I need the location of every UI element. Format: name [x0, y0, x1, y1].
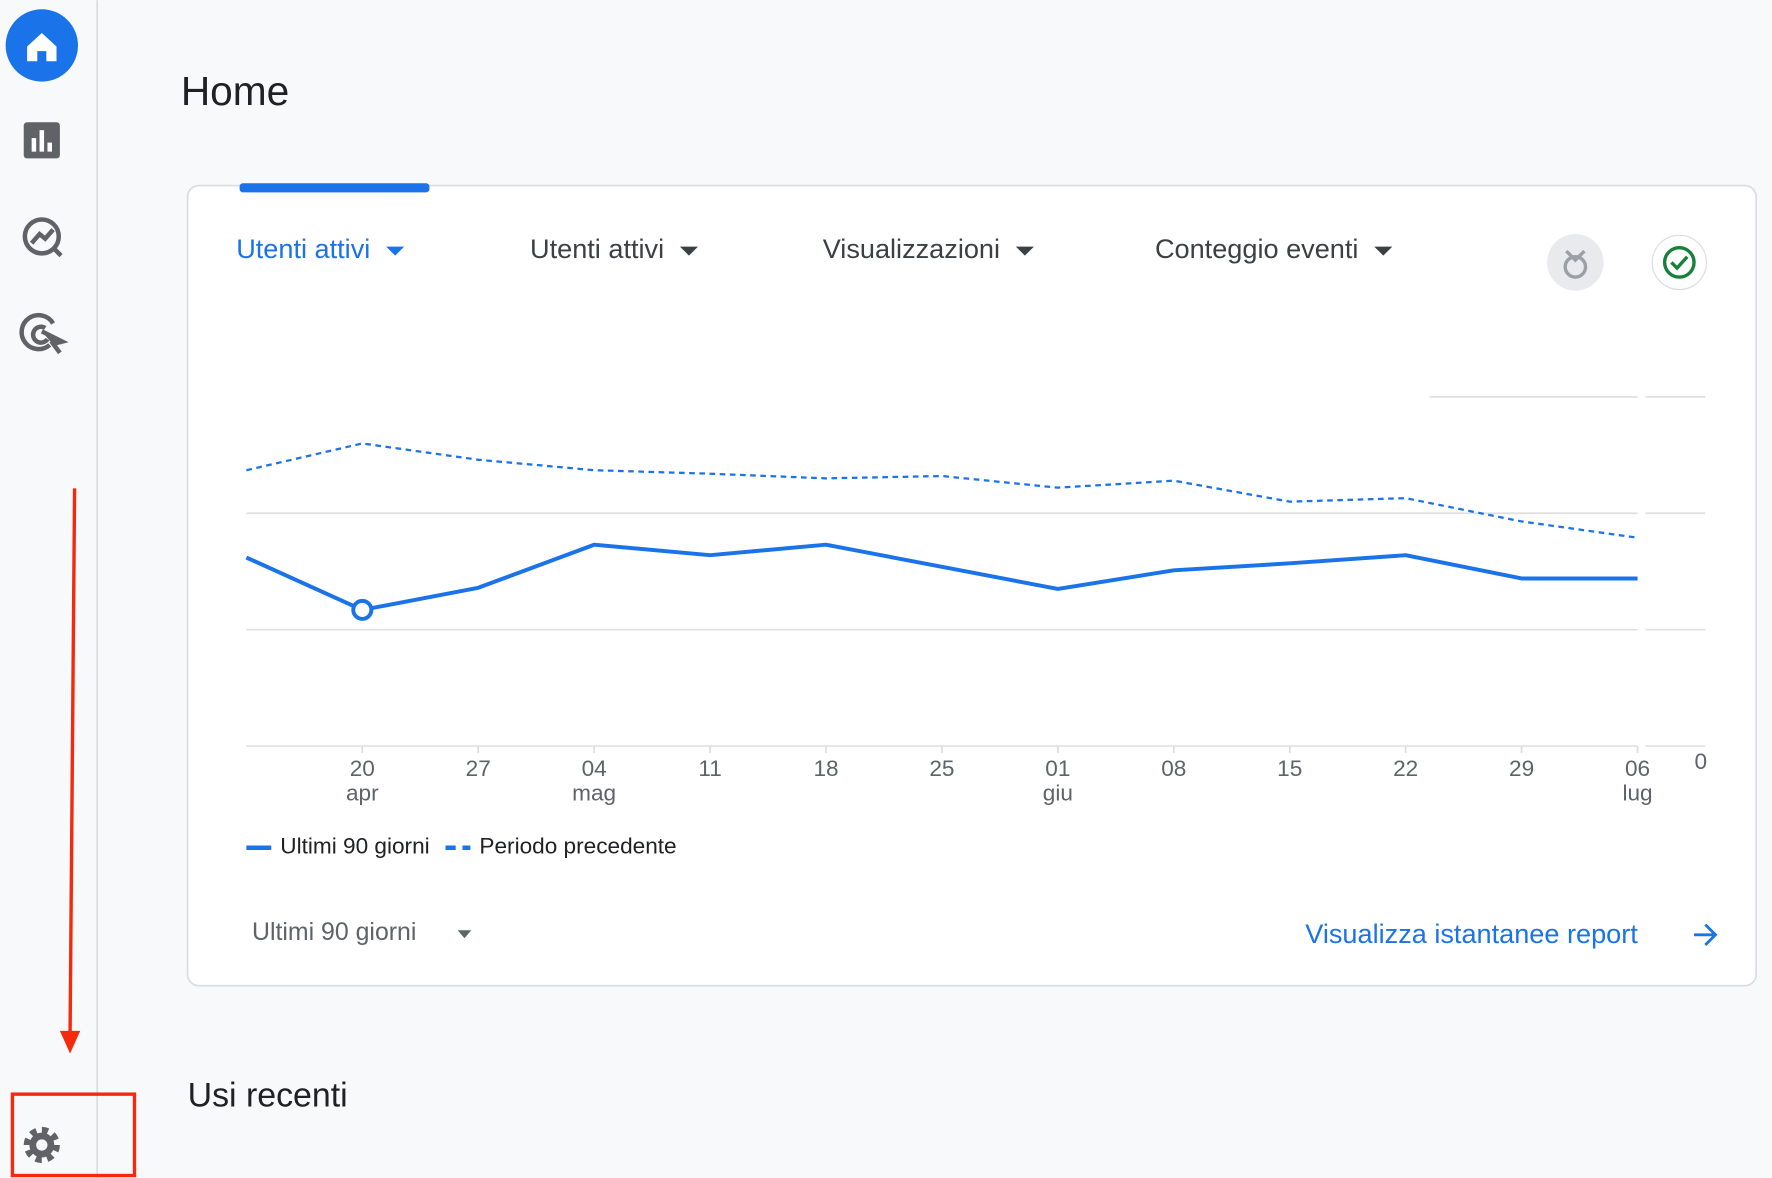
tab-caret [1015, 246, 1034, 256]
tab-caret [679, 246, 699, 256]
nav-advertising[interactable] [19, 312, 69, 355]
dropdown-caret [457, 930, 472, 939]
metric-tab[interactable]: Visualizzazioni [823, 233, 1000, 264]
x-tick-label: 06 lug [1622, 756, 1652, 806]
series-line [245, 542, 1638, 612]
tab-caret [1374, 246, 1393, 256]
x-tick-label: 20 apr [346, 756, 379, 806]
nav-explore[interactable] [22, 217, 63, 258]
series-line [246, 442, 1638, 539]
metric-tab[interactable]: Conteggio eventi [1155, 233, 1358, 264]
nav-settings[interactable] [23, 1126, 60, 1164]
annotation-arrow [68, 488, 77, 1035]
link-arrow [1694, 923, 1718, 946]
metric-tab[interactable]: Utenti attivi [236, 233, 370, 264]
status-icon[interactable] [1651, 234, 1708, 291]
metric-tab[interactable]: Utenti attivi [530, 233, 664, 264]
x-tick-label: 25 [929, 756, 954, 781]
legend-label: Ultimi 90 giorni [280, 834, 429, 859]
highlight-point [351, 598, 374, 621]
badge-icon[interactable] [1547, 234, 1604, 291]
date-range[interactable]: Ultimi 90 giorni [252, 918, 416, 946]
section-title: Usi recenti [188, 1076, 348, 1114]
report-link[interactable]: Visualizza istantanee report [1305, 918, 1638, 949]
tab-caret [386, 246, 405, 256]
card [186, 184, 1758, 987]
x-tick-label: 01 giu [1043, 756, 1073, 806]
nav-reports[interactable] [23, 122, 60, 159]
x-tick-label: 18 [813, 756, 838, 781]
nav-home[interactable] [5, 9, 78, 82]
legend-label: Periodo precedente [479, 834, 676, 859]
x-tick-label: 11 [698, 756, 721, 781]
y-tick-label: 0 [1695, 749, 1708, 774]
annotation-box [10, 1092, 137, 1178]
x-tick-label: 15 [1277, 756, 1302, 781]
x-tick-label: 04 mag [572, 756, 616, 806]
x-tick-label: 22 [1393, 756, 1418, 781]
x-tick-label: 29 [1509, 756, 1534, 781]
page-title: Home [181, 68, 290, 114]
annotation-arrowhead [59, 1030, 81, 1054]
x-tick-label: 27 [466, 756, 491, 781]
tab-indicator [239, 183, 430, 193]
x-tick-label: 08 [1161, 756, 1186, 781]
